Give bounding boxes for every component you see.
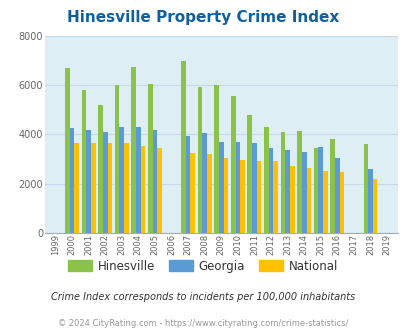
Bar: [334, 158, 339, 233]
Bar: [301, 152, 306, 233]
Bar: [107, 143, 112, 233]
Bar: [247, 115, 252, 233]
Bar: [102, 132, 107, 233]
Bar: [207, 154, 211, 233]
Bar: [372, 179, 377, 233]
Bar: [119, 127, 124, 233]
Bar: [185, 136, 190, 233]
Bar: [115, 85, 119, 233]
Bar: [131, 67, 136, 233]
Bar: [318, 147, 322, 233]
Bar: [289, 166, 294, 233]
Legend: Hinesville, Georgia, National: Hinesville, Georgia, National: [63, 255, 342, 278]
Bar: [190, 153, 194, 233]
Bar: [214, 85, 218, 233]
Bar: [268, 148, 273, 233]
Bar: [147, 84, 152, 233]
Bar: [240, 159, 244, 233]
Bar: [280, 132, 285, 233]
Bar: [152, 130, 157, 233]
Text: © 2024 CityRating.com - https://www.cityrating.com/crime-statistics/: © 2024 CityRating.com - https://www.city…: [58, 319, 347, 328]
Bar: [157, 148, 162, 233]
Bar: [181, 61, 185, 233]
Bar: [273, 161, 277, 233]
Bar: [98, 105, 102, 233]
Text: Hinesville Property Crime Index: Hinesville Property Crime Index: [67, 10, 338, 25]
Bar: [86, 130, 91, 233]
Bar: [235, 142, 240, 233]
Bar: [230, 96, 235, 233]
Bar: [74, 143, 79, 233]
Text: Crime Index corresponds to incidents per 100,000 inhabitants: Crime Index corresponds to incidents per…: [51, 292, 354, 302]
Bar: [339, 172, 343, 233]
Bar: [256, 161, 261, 233]
Bar: [81, 90, 86, 233]
Bar: [202, 133, 207, 233]
Bar: [124, 143, 128, 233]
Bar: [218, 142, 223, 233]
Bar: [223, 158, 228, 233]
Bar: [252, 143, 256, 233]
Bar: [263, 127, 268, 233]
Bar: [285, 150, 289, 233]
Bar: [197, 86, 202, 233]
Bar: [296, 131, 301, 233]
Bar: [330, 139, 334, 233]
Bar: [65, 68, 70, 233]
Bar: [70, 128, 74, 233]
Bar: [91, 143, 95, 233]
Bar: [313, 148, 318, 233]
Bar: [136, 127, 140, 233]
Bar: [306, 168, 310, 233]
Bar: [140, 146, 145, 233]
Bar: [362, 144, 367, 233]
Bar: [367, 169, 372, 233]
Bar: [322, 171, 327, 233]
